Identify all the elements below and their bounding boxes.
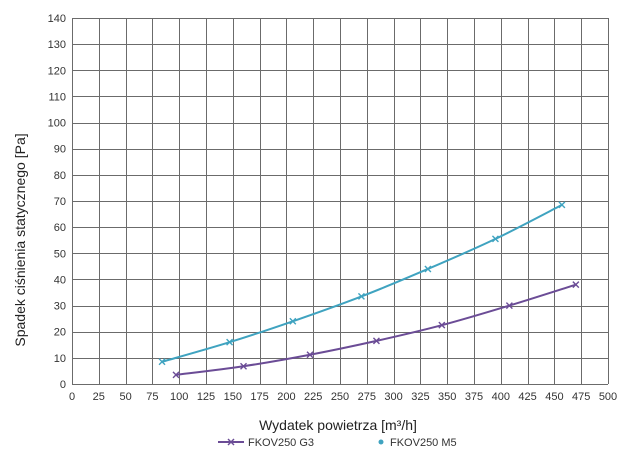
legend-dot-swatch (378, 439, 384, 445)
grid (72, 18, 609, 385)
x-tick-label: 425 (518, 391, 536, 403)
data-point-marker (505, 302, 513, 310)
x-tick-label: 250 (331, 391, 349, 403)
data-point-marker (158, 358, 166, 366)
x-axis-ticks: 0 25 50 75 100 125 150 175 200 225 250 275 300 325 350… (69, 391, 617, 403)
data-point-marker (172, 371, 180, 379)
x-tick-label: 125 (197, 391, 215, 403)
data-point-marker (491, 235, 499, 243)
y-tick-label: 100 (48, 118, 66, 130)
x-tick-label: 150 (224, 391, 242, 403)
x-tick-label: 25 (93, 391, 105, 403)
series-lines (158, 201, 580, 379)
x-axis-title: Wydatek powietrza [m³/h] (259, 417, 417, 433)
data-point-marker (424, 265, 432, 273)
legend: FKOV250 G3 FKOV250 M5 (218, 437, 457, 449)
x-tick-label: 475 (572, 391, 590, 403)
x-tick-label: 500 (599, 391, 617, 403)
x-tick-label: 350 (438, 391, 456, 403)
y-tick-label: 140 (48, 13, 66, 25)
y-tick-label: 30 (54, 301, 66, 313)
x-tick-label: 225 (304, 391, 322, 403)
y-tick-label: 110 (48, 91, 66, 103)
x-tick-label: 400 (492, 391, 510, 403)
legend-item: FKOV250 M5 (378, 437, 457, 449)
y-tick-label: 20 (54, 327, 66, 339)
x-tick-label: 300 (384, 391, 402, 403)
data-point-marker (240, 362, 248, 370)
series-line (175, 283, 577, 376)
y-tick-label: 120 (48, 65, 66, 77)
y-tick-label: 80 (54, 170, 66, 182)
data-point-marker (226, 338, 234, 346)
y-tick-label: 60 (54, 222, 66, 234)
legend-label: FKOV250 M5 (390, 437, 457, 449)
x-tick-label: 375 (465, 391, 483, 403)
data-point-marker (572, 281, 580, 289)
x-tick-label: 50 (119, 391, 131, 403)
y-tick-label: 130 (48, 39, 66, 51)
x-tick-label: 0 (69, 391, 75, 403)
data-point-marker (372, 337, 380, 345)
legend-label: FKOV250 G3 (248, 437, 314, 449)
data-point-marker (438, 321, 446, 329)
y-tick-label: 0 (60, 379, 66, 391)
y-axis-ticks: 0 10 20 30 40 50 60 70 80 90 100 110 120 130 140 (48, 13, 66, 391)
y-tick-label: 90 (54, 144, 66, 156)
data-point-marker (306, 351, 314, 359)
y-tick-label: 70 (54, 196, 66, 208)
x-tick-label: 200 (277, 391, 295, 403)
x-tick-label: 100 (170, 391, 188, 403)
x-tick-label: 75 (146, 391, 158, 403)
data-point-marker (558, 201, 566, 209)
y-axis-title: Spadek ciśnienia statycznego [Pa] (12, 133, 28, 346)
series-1 (172, 281, 580, 379)
y-tick-label: 40 (54, 274, 66, 286)
data-point-marker (289, 317, 297, 325)
data-point-marker (357, 292, 365, 300)
y-tick-label: 50 (54, 248, 66, 260)
x-tick-label: 175 (250, 391, 268, 403)
legend-item: FKOV250 G3 (218, 437, 314, 449)
x-tick-label: 325 (411, 391, 429, 403)
x-tick-label: 275 (358, 391, 376, 403)
y-tick-label: 10 (54, 353, 66, 365)
series-2 (158, 201, 566, 366)
x-tick-label: 450 (545, 391, 563, 403)
